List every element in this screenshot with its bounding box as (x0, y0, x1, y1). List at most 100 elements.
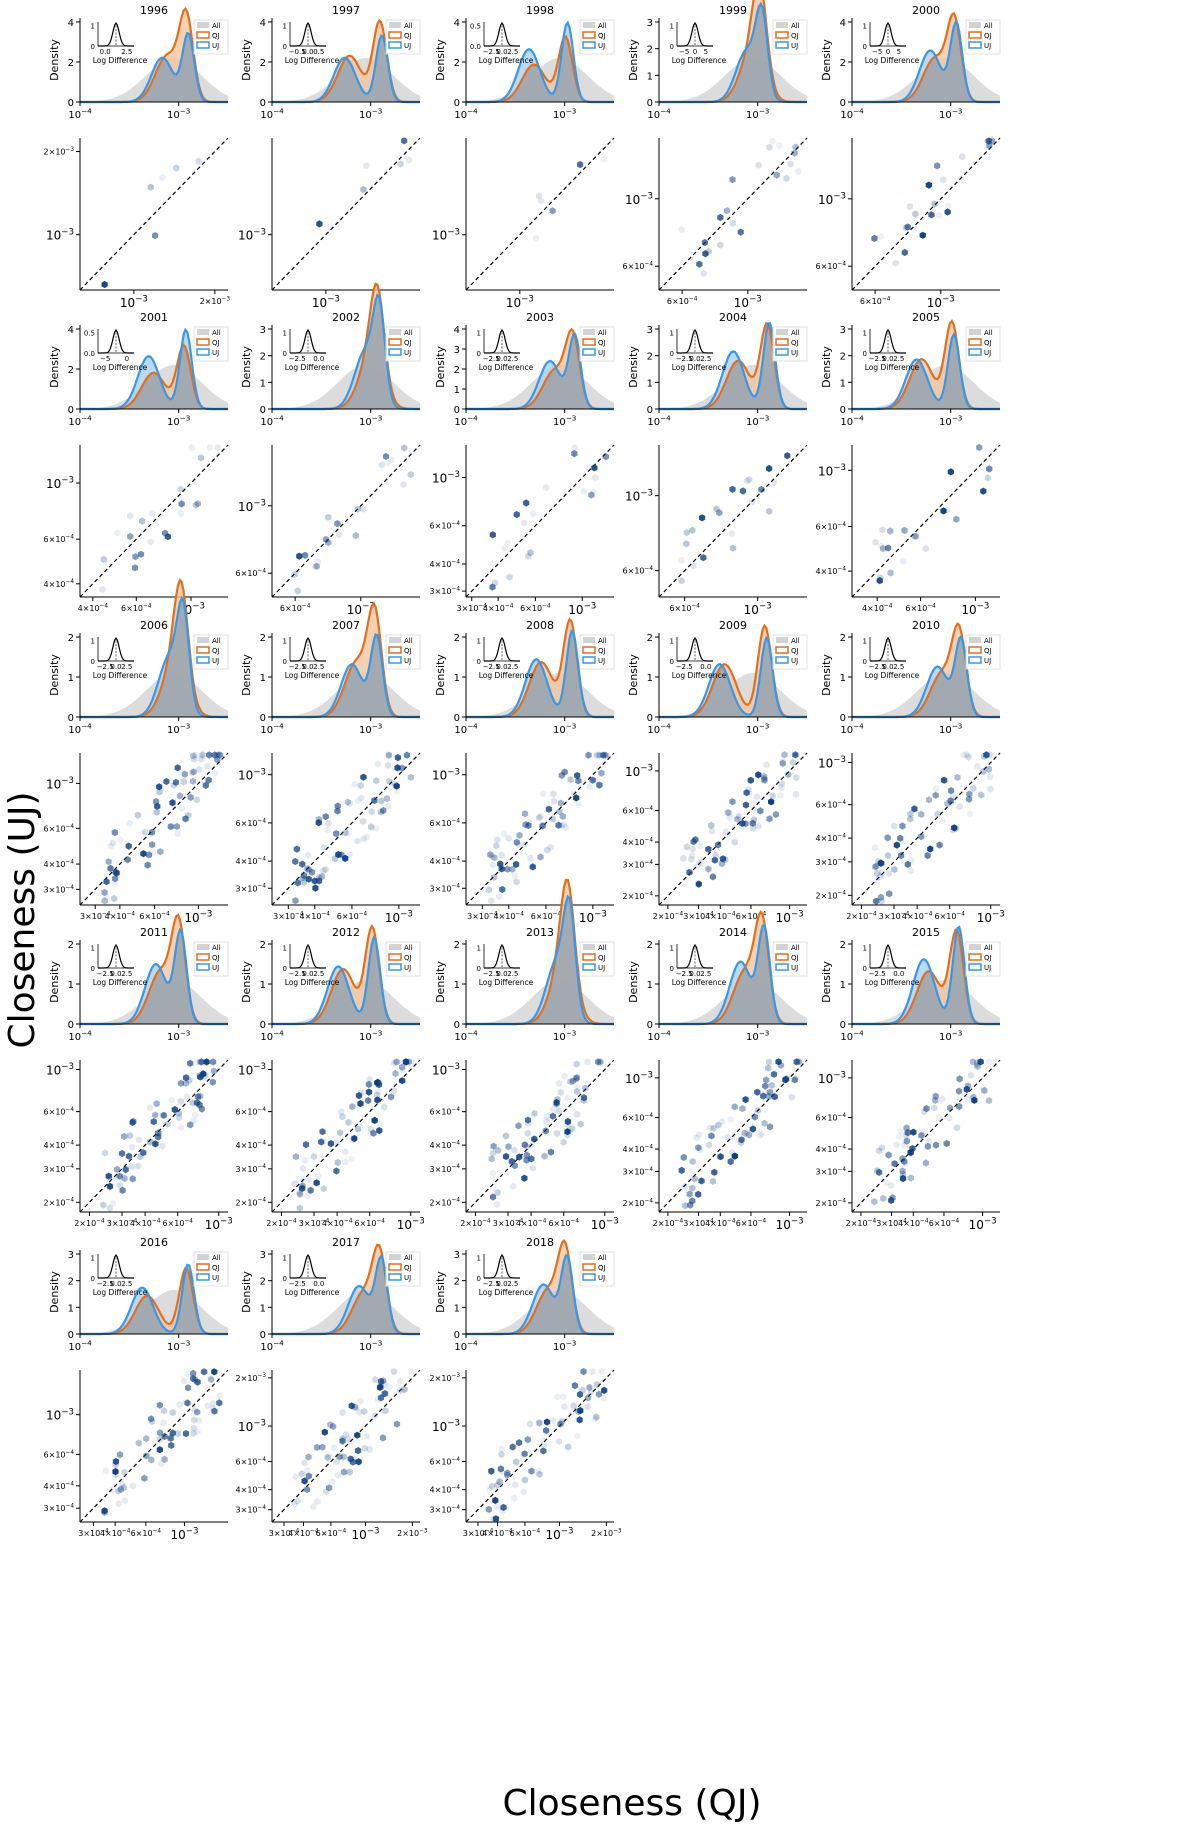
identity-line (658, 137, 808, 291)
hexbin-cell (299, 1184, 306, 1192)
density-y-tick-label: 2 (260, 352, 266, 363)
hexbin-cell (356, 1408, 363, 1416)
scatter-y-tick-label: 10−3 (432, 1419, 460, 1434)
inset-y-tick-label: 0 (670, 43, 674, 51)
density-x-tick-label: 10−3 (553, 1339, 576, 1354)
legend-label-all: All (598, 1254, 607, 1262)
hexbin-cell (171, 1106, 178, 1114)
density-y-tick-label: 1 (647, 980, 653, 991)
hexbin-cell (174, 830, 181, 838)
hexbin-cell (504, 1471, 511, 1479)
inset-density-line (484, 1254, 520, 1279)
hexbin-cell (918, 810, 925, 818)
inset-y-tick-label: 1 (91, 23, 95, 31)
scatter-y-tick-label: 10−3 (46, 776, 74, 791)
hexbin-cell (955, 1087, 963, 1095)
legend-swatch-uj (582, 963, 596, 971)
hexbin-cell (778, 779, 785, 787)
legend-swatch-all (197, 22, 209, 28)
hexbin-cell (347, 1455, 354, 1463)
hexbin-cell (769, 137, 776, 145)
legend-swatch-all (197, 329, 209, 335)
hexbin-cell (301, 1477, 308, 1485)
density-y-tick-label: 3 (260, 325, 266, 336)
overlap-density-area (466, 36, 614, 102)
inset-y-tick-label: 1 (91, 638, 95, 646)
hexbin-cell (754, 1088, 761, 1096)
scatter-y-tick-label: 4×10−4 (816, 1144, 847, 1154)
hexbin-cell (718, 860, 725, 868)
hexbin-cell (139, 517, 146, 525)
hexbin-cell (300, 1164, 307, 1172)
density-y-tick-label: 3 (68, 1250, 74, 1261)
hexbin-cell (296, 1190, 304, 1198)
inset-density-line (98, 1254, 134, 1279)
hexbin-cell (770, 1087, 777, 1095)
hexbin-cell (112, 1468, 119, 1476)
inset-x-label: Log Difference (865, 363, 920, 372)
hexbin-cell (966, 795, 973, 803)
inset-x-tick-label: 0.5 (313, 48, 324, 56)
inset-y-tick-label: 0 (863, 658, 867, 666)
scatter-x-tick-label: 6×10−4 (531, 911, 562, 921)
legend-swatch-uj (968, 41, 982, 49)
hexbin-cell (116, 1172, 123, 1180)
hexbin-cell (951, 824, 958, 832)
hexbin-cell (749, 1125, 756, 1133)
hexbin-cell (169, 799, 176, 807)
inset-x-tick-label: −5 (679, 48, 689, 56)
hexbin-cell (200, 1070, 207, 1078)
hexbin-cell (132, 553, 139, 561)
inset-x-tick-label: 2.5 (121, 970, 132, 978)
legend-swatch-qj (388, 338, 402, 346)
hexbin-cell (779, 759, 786, 767)
hexbin-cell (333, 1458, 340, 1466)
hexbin-cell (925, 181, 932, 189)
scatter-y-tick-label: 4×10−4 (430, 1141, 461, 1151)
hexbin-cell (934, 810, 941, 818)
hexbin-cell (381, 1390, 388, 1398)
hexbin-cell (194, 1058, 201, 1066)
scatter-y-tick-label: 4×10−4 (816, 834, 847, 844)
density-title: 2002 (332, 311, 360, 324)
hexbin-cell (521, 1450, 528, 1458)
hexbin-cell (527, 549, 534, 557)
density-y-tick-label: 2 (68, 1277, 74, 1288)
scatter-x-tick-label: 2×10−4 (846, 911, 877, 921)
hexbin-cell (761, 776, 768, 784)
hexbin-cell (344, 798, 351, 806)
hexbin-cell (901, 526, 908, 534)
hexbin-cell (522, 840, 529, 849)
hexbin-cell (384, 761, 392, 769)
hexbin-cell (792, 1074, 800, 1082)
hexbin-cell (717, 1153, 724, 1161)
density-y-label: Density (820, 39, 833, 81)
density-x-tick-label: 10−3 (746, 107, 769, 122)
density-y-label: Density (820, 346, 833, 388)
legend-swatch-qj (775, 31, 789, 39)
hexbin-cell (696, 858, 703, 866)
hexbin-cell (325, 513, 332, 521)
hexbin-cell (729, 219, 736, 227)
scatter-y-tick-label: 4×10−4 (236, 857, 267, 867)
hexbin-cell (761, 772, 768, 780)
inset-x-tick-label: −2.5 (483, 663, 500, 671)
hexbin-cell (194, 1408, 201, 1416)
hexbin-cell (178, 1123, 185, 1132)
hexbin-cell (182, 1399, 189, 1407)
density-y-tick-label: 3 (647, 325, 653, 336)
hexbin-cell (510, 1182, 517, 1190)
hexbin-cell (190, 1429, 197, 1437)
hexbin-cell (135, 1162, 142, 1170)
hexbin-cell (340, 1468, 348, 1476)
